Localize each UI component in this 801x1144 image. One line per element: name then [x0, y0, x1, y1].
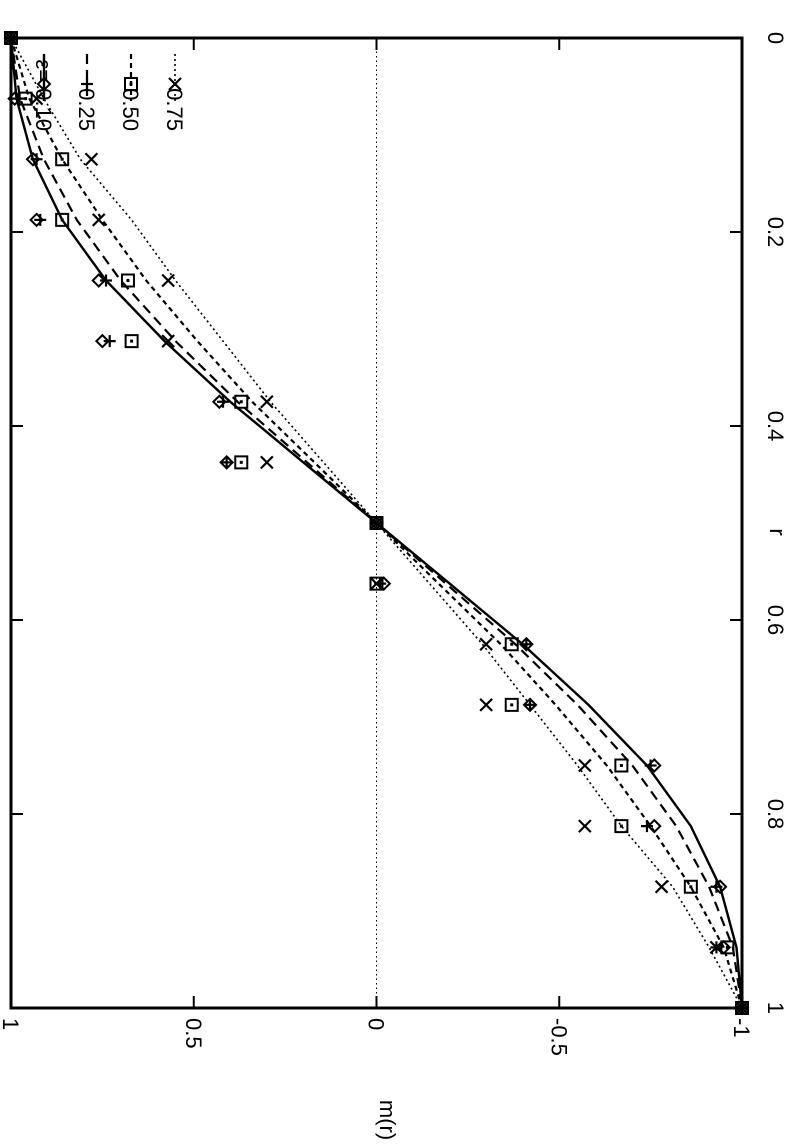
- data-point: [100, 274, 113, 287]
- m-tick-label: 1: [0, 1018, 23, 1030]
- series-line: [10, 37, 743, 1009]
- data-point: [578, 819, 592, 833]
- series-line: [9, 37, 744, 1009]
- data-point: [260, 394, 274, 409]
- data-point: [34, 213, 47, 226]
- data-point: [644, 759, 657, 772]
- r-tick-label: 0.6: [763, 605, 788, 636]
- m-tick-label: 0: [364, 1018, 389, 1030]
- m-tick-label: -0.5: [546, 1018, 571, 1056]
- axes: r m(r) 00.20.40.60.811 0.5 0 -0.5 -1: [0, 32, 790, 1140]
- m-tick-label: -1: [729, 1018, 754, 1038]
- data-point: [578, 758, 592, 773]
- r-tick-label: 0.4: [763, 411, 788, 442]
- data-point: [55, 212, 70, 227]
- data-point: [12, 92, 25, 105]
- data-point: [504, 697, 519, 712]
- r-tick-label: 1: [763, 1002, 788, 1014]
- data-point: [124, 334, 139, 349]
- data-point: [260, 455, 274, 470]
- r-tick-label: 0: [763, 32, 788, 44]
- data-point: [614, 758, 629, 773]
- data-point: [91, 273, 107, 288]
- data-point: [709, 940, 724, 955]
- data-point: [720, 940, 735, 955]
- r-tick-label: 0.2: [763, 217, 788, 248]
- m-tick-label: 0.5: [181, 1018, 206, 1049]
- legend-entry-0.75: 0.75: [162, 54, 187, 131]
- legend-label: 0.50: [118, 88, 143, 131]
- data-point: [234, 394, 249, 409]
- legend-entry-0.10: ε= 0.10: [31, 54, 56, 131]
- data-point: [654, 879, 669, 894]
- data-point: [646, 818, 662, 834]
- r-tick-label: 0.8: [763, 799, 788, 830]
- data-point: [29, 91, 44, 106]
- data-point: [220, 456, 233, 469]
- data-point: [520, 638, 533, 651]
- data-point: [55, 152, 70, 167]
- data-point: [216, 395, 229, 408]
- legend-entry-0.50: 0.50: [118, 54, 143, 131]
- y-axis-label: m(r): [375, 1100, 400, 1140]
- data-point: [479, 637, 493, 652]
- data-point: [161, 334, 175, 348]
- data-point: [234, 455, 249, 470]
- data-point: [614, 819, 629, 834]
- data-point: [30, 153, 43, 166]
- data-point: [120, 273, 135, 288]
- data-point: [504, 637, 519, 652]
- data-point: [91, 213, 106, 227]
- data-point: [103, 335, 116, 348]
- legend-entry-0.25: 0.25: [74, 54, 99, 131]
- data-point: [710, 880, 723, 893]
- plot-area: [3, 30, 750, 1016]
- data-point: [94, 333, 110, 349]
- data-point: [369, 516, 384, 530]
- data-point: [18, 91, 33, 106]
- data-point: [479, 698, 493, 712]
- data-point: [524, 698, 537, 711]
- data-point: [161, 273, 175, 288]
- x-axis-label: r: [765, 528, 790, 535]
- data-point: [369, 576, 384, 591]
- legend: ε= 0.10 0.25 0.50 0.75: [31, 54, 187, 131]
- data-point: [84, 152, 99, 167]
- data-point: [683, 879, 698, 894]
